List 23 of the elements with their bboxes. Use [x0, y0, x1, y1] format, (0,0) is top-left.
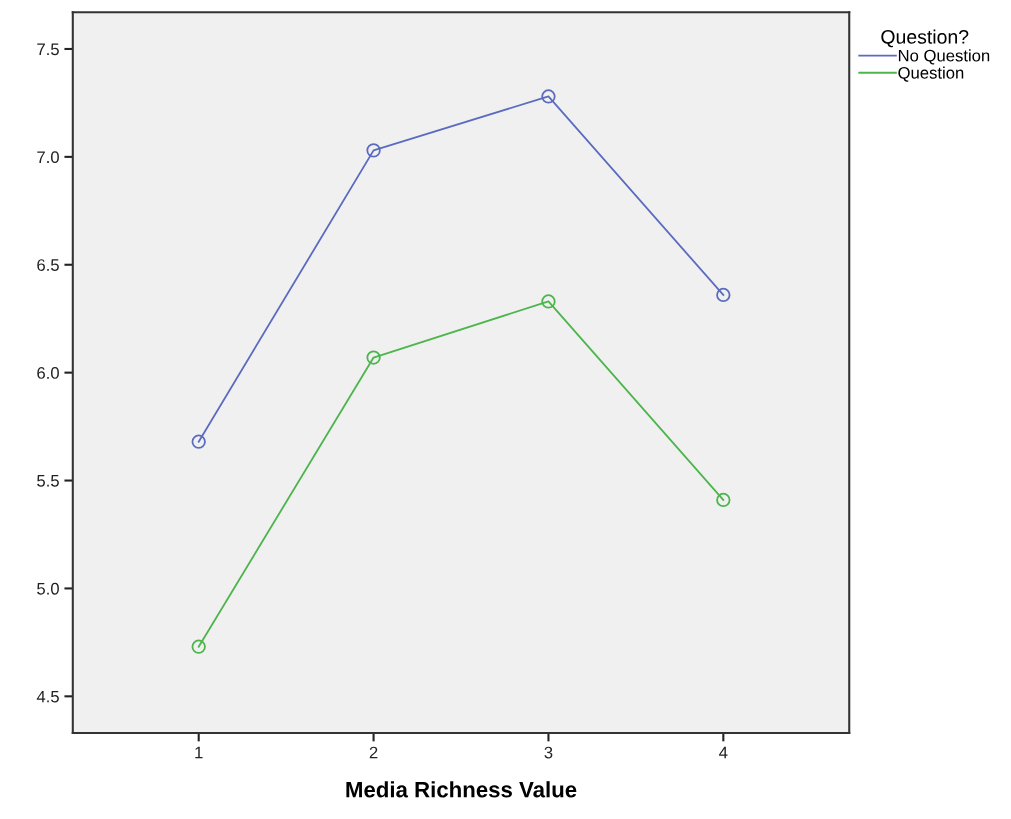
y-tick-label: 7.0: [37, 151, 59, 164]
legend-label: Question: [898, 66, 964, 82]
y-tick-label: 5.0: [37, 582, 59, 595]
y-tick-label: 4.5: [36, 690, 59, 703]
y-tick-label: 7.5: [37, 43, 59, 56]
x-tick-label: 1: [195, 746, 203, 759]
legend-label: No Question: [898, 49, 990, 65]
point: [541, 89, 556, 104]
point: [366, 350, 381, 365]
x-tick-label: 2: [369, 746, 378, 759]
legend-title: Question?: [881, 29, 969, 48]
x-tick-label: 4: [719, 746, 728, 759]
point: [716, 492, 731, 508]
y-tick-label: 6.5: [37, 259, 59, 271]
x-axis-title: Media Richness Value: [346, 781, 577, 798]
y-tick-label: 5.5: [37, 475, 59, 487]
point: [366, 143, 381, 158]
x-tick-label: 3: [544, 746, 553, 759]
point: [191, 639, 206, 654]
point: [716, 287, 731, 303]
point: [541, 294, 556, 309]
point: [191, 434, 206, 449]
y-tick-label: 6.0: [37, 367, 59, 379]
